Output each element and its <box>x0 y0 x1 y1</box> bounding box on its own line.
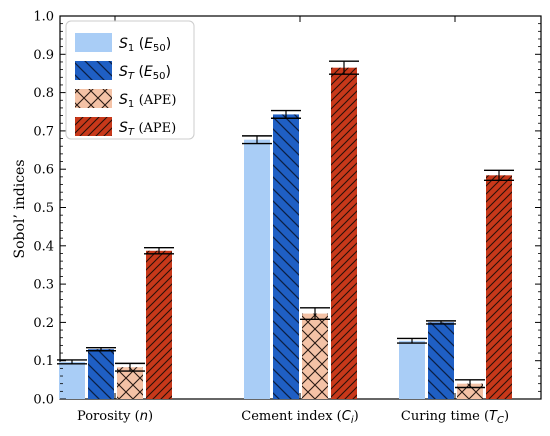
y-tick-label: 0.7 <box>33 124 54 139</box>
bar-hatch <box>117 367 143 399</box>
x-tick-label: Porosity (n) <box>77 409 153 424</box>
x-axis: Porosity (n) Cement index (Ci) Curing time… <box>77 16 509 426</box>
y-axis: 0.0 0.1 0.2 0.3 0.4 0.5 0.6 0.7 0.8 0.9 1.0 <box>33 10 541 408</box>
bar-fill <box>59 361 85 399</box>
legend-label: S1 (E50) <box>119 36 171 54</box>
legend-swatch-hatch <box>75 117 112 136</box>
legend-label: S1 (APE) <box>119 92 177 110</box>
legend-swatch <box>75 33 112 52</box>
y-tick-label: 0.3 <box>33 278 54 293</box>
bar-hatch <box>302 313 328 399</box>
x-tick-label: Curing time (TC) <box>401 409 509 426</box>
error-bars-layer <box>57 60 514 389</box>
y-axis-label: Sobol’ indices <box>12 159 28 258</box>
y-tick-label: 0.9 <box>33 48 54 63</box>
bar-fill <box>399 340 425 399</box>
bars-layer <box>59 67 512 400</box>
bar-fill <box>244 139 270 400</box>
y-tick-label: 0.4 <box>33 239 54 254</box>
legend: S1 (E50) ST (E50) S1 (APE) ST (APE) <box>65 20 195 140</box>
bar-hatch <box>428 322 454 399</box>
y-tick-label: 0.1 <box>33 354 54 369</box>
y-tick-label: 0.8 <box>33 86 54 101</box>
bar-hatch <box>486 175 512 399</box>
bar-hatch <box>146 250 172 399</box>
legend-label: ST (E50) <box>119 64 171 82</box>
legend-label: ST (APE) <box>119 120 176 138</box>
y-tick-label: 0.2 <box>33 316 54 331</box>
bar-hatch <box>331 67 357 399</box>
y-tick-label: 0.5 <box>33 201 54 216</box>
y-tick-label: 0.6 <box>33 163 54 178</box>
bar-hatch <box>88 349 114 399</box>
legend-swatch-hatch <box>75 89 112 108</box>
x-tick-label: Cement index (Ci) <box>241 409 358 426</box>
y-tick-label: 1.0 <box>33 10 54 25</box>
legend-swatch-hatch <box>75 61 112 80</box>
y-tick-label: 0.0 <box>33 393 54 408</box>
bar-hatch <box>273 114 299 399</box>
